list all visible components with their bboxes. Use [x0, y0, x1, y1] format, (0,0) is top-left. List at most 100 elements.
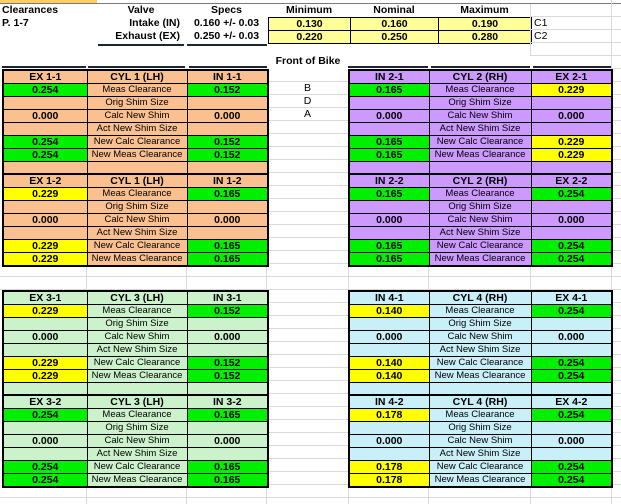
row-label-cell[interactable]: Meas Clearance [428, 408, 532, 422]
block-header-cell[interactable]: EX 3-1 [2, 290, 88, 305]
row-label-cell[interactable]: Calc New Shim [428, 213, 532, 227]
row-label-cell[interactable]: Calc New Shim [428, 109, 532, 123]
value-cell[interactable] [530, 317, 613, 331]
row-label-cell[interactable]: New Meas Clearance [428, 369, 532, 383]
value-cell[interactable]: 0.254 [530, 473, 613, 488]
row-label-cell[interactable]: New Calc Clearance [428, 239, 532, 253]
value-cell[interactable]: 0.254 [530, 304, 613, 318]
row-label-cell[interactable]: New Calc Clearance [86, 239, 188, 253]
spacer-cell[interactable] [2, 382, 88, 396]
spacer-cell[interactable] [530, 161, 613, 175]
value-cell[interactable]: 0.178 [348, 473, 430, 488]
intake-spec-value[interactable]: 0.160 +/- 0.03 [193, 17, 260, 29]
block-header-cell[interactable]: CYL 3 (LH) [86, 394, 188, 409]
row-label-cell[interactable]: Act New Shim Size [86, 447, 188, 461]
block-header-cell[interactable]: IN 2-2 [348, 173, 430, 188]
value-cell[interactable] [530, 96, 613, 110]
value-cell[interactable]: 0.254 [530, 239, 613, 253]
value-cell[interactable]: 0.178 [348, 460, 430, 474]
value-cell[interactable] [186, 96, 269, 110]
value-cell[interactable]: 0.000 [348, 213, 430, 227]
value-cell[interactable] [2, 317, 88, 331]
value-cell[interactable]: 0.000 [348, 434, 430, 448]
value-cell[interactable]: 0.254 [530, 252, 613, 267]
block-header-cell[interactable]: CYL 1 (LH) [86, 69, 188, 84]
value-cell[interactable]: 0.229 [2, 239, 88, 253]
value-cell[interactable] [348, 96, 430, 110]
value-cell[interactable]: 0.254 [2, 135, 88, 149]
row-label-cell[interactable]: Meas Clearance [428, 304, 532, 318]
value-cell[interactable] [348, 343, 430, 357]
exhaust-min-cell[interactable]: 0.220 [268, 30, 351, 44]
value-cell[interactable]: 0.254 [530, 187, 613, 201]
valve-column-header[interactable]: Valve [127, 4, 155, 16]
value-cell[interactable]: 0.254 [2, 408, 88, 422]
value-cell[interactable]: 0.000 [2, 330, 88, 344]
value-cell[interactable]: 0.140 [348, 369, 430, 383]
value-cell[interactable]: 0.229 [2, 356, 88, 370]
value-cell[interactable] [186, 421, 269, 435]
value-cell[interactable]: 0.229 [530, 83, 613, 97]
value-cell[interactable]: 0.165 [186, 187, 269, 201]
value-cell[interactable]: 0.000 [348, 109, 430, 123]
value-cell[interactable]: 0.000 [2, 434, 88, 448]
maximum-column-header[interactable]: Maximum [460, 4, 509, 16]
row-label-cell[interactable]: Orig Shim Size [428, 317, 532, 331]
value-cell[interactable]: 0.000 [530, 330, 613, 344]
value-cell[interactable]: 0.229 [2, 369, 88, 383]
spacer-cell[interactable] [530, 382, 613, 396]
row-label-cell[interactable]: Act New Shim Size [428, 122, 532, 136]
value-cell[interactable] [2, 447, 88, 461]
row-label-cell[interactable]: Act New Shim Size [428, 447, 532, 461]
value-cell[interactable] [530, 122, 613, 136]
value-cell[interactable] [530, 447, 613, 461]
value-cell[interactable]: 0.000 [2, 213, 88, 227]
value-cell[interactable] [2, 421, 88, 435]
spacer-cell[interactable] [186, 161, 269, 175]
value-cell[interactable] [348, 226, 430, 240]
block-header-cell[interactable]: IN 4-1 [348, 290, 430, 305]
value-cell[interactable]: 0.229 [530, 135, 613, 149]
row-label-cell[interactable]: New Calc Clearance [86, 135, 188, 149]
exhaust-max-cell[interactable]: 0.280 [438, 30, 532, 44]
row-label-cell[interactable]: Meas Clearance [86, 408, 188, 422]
value-cell[interactable]: 0.254 [2, 473, 88, 488]
row-label-cell[interactable]: New Calc Clearance [428, 135, 532, 149]
row-label-cell[interactable]: Act New Shim Size [428, 226, 532, 240]
value-cell[interactable] [2, 96, 88, 110]
row-label-cell[interactable]: New Meas Clearance [86, 369, 188, 383]
value-cell[interactable] [348, 421, 430, 435]
value-cell[interactable]: 0.165 [348, 252, 430, 267]
value-cell[interactable] [2, 122, 88, 136]
row-label-cell[interactable]: Orig Shim Size [86, 317, 188, 331]
block-header-cell[interactable]: IN 2-1 [348, 69, 430, 84]
value-cell[interactable]: 0.254 [2, 148, 88, 162]
value-cell[interactable] [348, 447, 430, 461]
row-label-cell[interactable]: New Meas Clearance [86, 473, 188, 488]
value-cell[interactable]: 0.229 [2, 187, 88, 201]
value-cell[interactable] [348, 317, 430, 331]
row-label-cell[interactable]: Meas Clearance [86, 83, 188, 97]
row-label-cell[interactable]: New Meas Clearance [428, 252, 532, 267]
value-cell[interactable]: 0.000 [530, 434, 613, 448]
row-label-cell[interactable]: Act New Shim Size [86, 122, 188, 136]
value-cell[interactable]: 0.254 [530, 356, 613, 370]
spacer-cell[interactable] [86, 382, 188, 396]
row-label-cell[interactable]: Orig Shim Size [428, 421, 532, 435]
value-cell[interactable]: 0.152 [186, 356, 269, 370]
row-label-cell[interactable]: New Meas Clearance [86, 148, 188, 162]
block-header-cell[interactable]: CYL 2 (RH) [428, 173, 532, 188]
block-header-cell[interactable]: IN 3-2 [186, 394, 269, 409]
row-label-cell[interactable]: Orig Shim Size [86, 200, 188, 214]
value-cell[interactable] [348, 200, 430, 214]
row-label-cell[interactable]: New Meas Clearance [86, 252, 188, 267]
value-cell[interactable] [186, 317, 269, 331]
exhaust-valve-label[interactable]: Exhaust (EX) [115, 30, 180, 42]
row-label-cell[interactable]: New Calc Clearance [86, 356, 188, 370]
value-cell[interactable]: 0.165 [348, 83, 430, 97]
block-header-cell[interactable]: EX 3-2 [2, 394, 88, 409]
value-cell[interactable]: 0.152 [186, 135, 269, 149]
value-cell[interactable]: 0.000 [186, 434, 269, 448]
value-cell[interactable]: 0.165 [186, 460, 269, 474]
value-cell[interactable]: 0.165 [186, 408, 269, 422]
